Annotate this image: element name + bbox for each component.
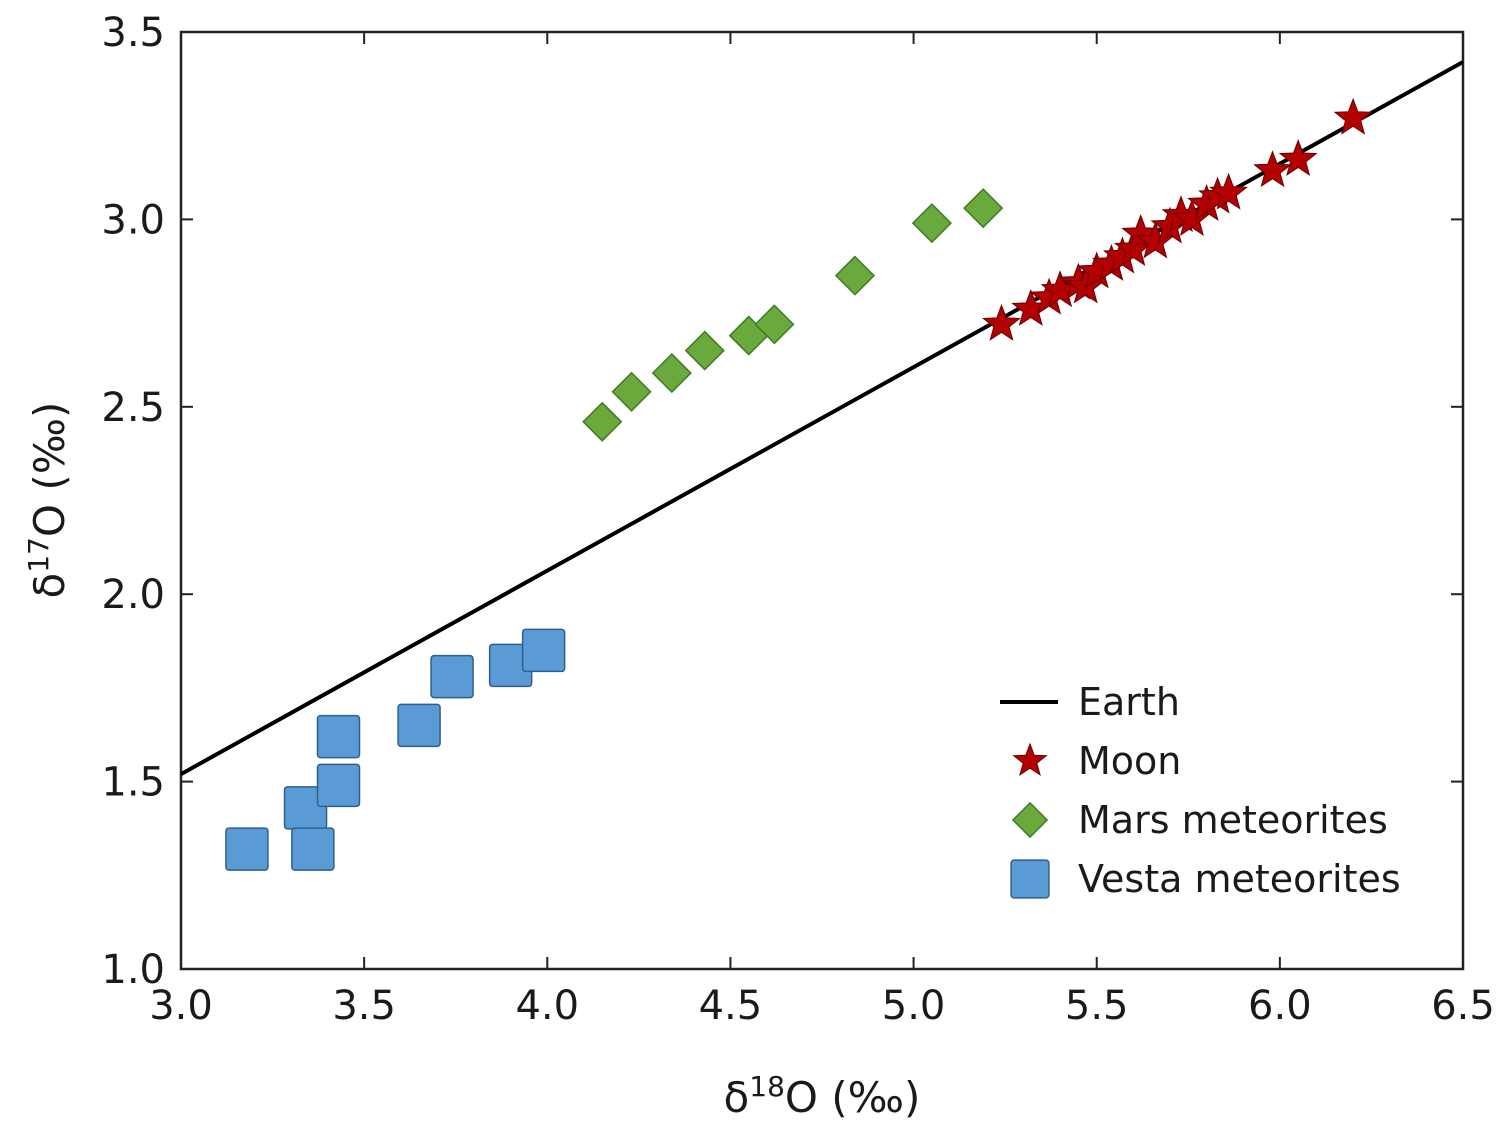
star-marker [982, 303, 1021, 341]
axis-ticks: 3.0 3.5 4.0 4.5 5.0 5.5 6.0 6.5 1.0 1.5 2.0 2.5 3.0 3… [101, 10, 1494, 1029]
y-tick-label: 3.0 [101, 197, 165, 243]
series-moon [982, 97, 1373, 341]
diamond-marker [754, 304, 795, 345]
square-marker [291, 827, 335, 871]
square-marker [316, 763, 361, 808]
series-mars-meteorites [582, 188, 1004, 442]
diamond-marker [834, 255, 876, 296]
diamond-marker [963, 188, 1004, 229]
diamond-marker [582, 401, 623, 442]
star-marker [1278, 138, 1318, 176]
star-marker [1253, 150, 1292, 188]
y-axis-label: δ17O (‰) [22, 402, 74, 599]
square-marker [430, 654, 474, 699]
y-tick-label: 1.0 [101, 947, 165, 993]
diamond-marker [684, 330, 725, 371]
square-marker [521, 628, 566, 673]
legend-label: Earth [1078, 680, 1180, 724]
legend-item-moon: Moon [1012, 739, 1181, 783]
legend-label: Vesta meteorites [1078, 857, 1401, 901]
square-marker [225, 827, 269, 871]
x-tick-label: 5.5 [1065, 983, 1129, 1029]
legend-diamond-swatch [1011, 801, 1049, 839]
diamond-marker [611, 371, 652, 412]
series-earth [181, 60, 1463, 776]
legend-label: Moon [1078, 739, 1181, 783]
diamond-marker [911, 203, 952, 244]
x-tick-label: 3.5 [332, 983, 396, 1029]
x-axis-label: δ18O (‰) [724, 1070, 921, 1122]
x-tick-label: 6.0 [1248, 983, 1312, 1029]
square-marker [316, 714, 361, 759]
y-tick-label: 3.5 [101, 10, 165, 56]
y-tick-label: 2.5 [101, 385, 165, 431]
plot-frame [179, 30, 1465, 971]
legend-label: Mars meteorites [1078, 798, 1388, 842]
square-marker [397, 703, 441, 748]
x-tick-label: 4.0 [515, 983, 579, 1029]
x-tick-label: 6.5 [1431, 983, 1495, 1029]
legend-item-vesta-meteorites: Vesta meteorites [1010, 857, 1401, 901]
legend: Earth Moon Mars meteorites Vesta meteorites [1000, 680, 1401, 901]
legend-item-earth: Earth [1000, 680, 1180, 724]
star-marker [1209, 172, 1248, 210]
legend-star-swatch [1012, 742, 1048, 776]
x-tick-label: 5.0 [882, 983, 946, 1029]
y-tick-label: 2.0 [101, 572, 165, 618]
x-tick-label: 3.0 [149, 983, 213, 1029]
diamond-marker [651, 353, 692, 394]
chart-marks [181, 60, 1463, 871]
legend-square-swatch [1010, 859, 1050, 899]
series-vesta-meteorites [225, 628, 566, 871]
star-marker [1333, 97, 1373, 135]
plot-area [179, 30, 1465, 971]
y-tick-label: 1.5 [101, 760, 165, 806]
x-tick-label: 4.5 [699, 983, 763, 1029]
legend-item-mars-meteorites: Mars meteorites [1011, 798, 1388, 842]
earth-line [181, 60, 1463, 776]
